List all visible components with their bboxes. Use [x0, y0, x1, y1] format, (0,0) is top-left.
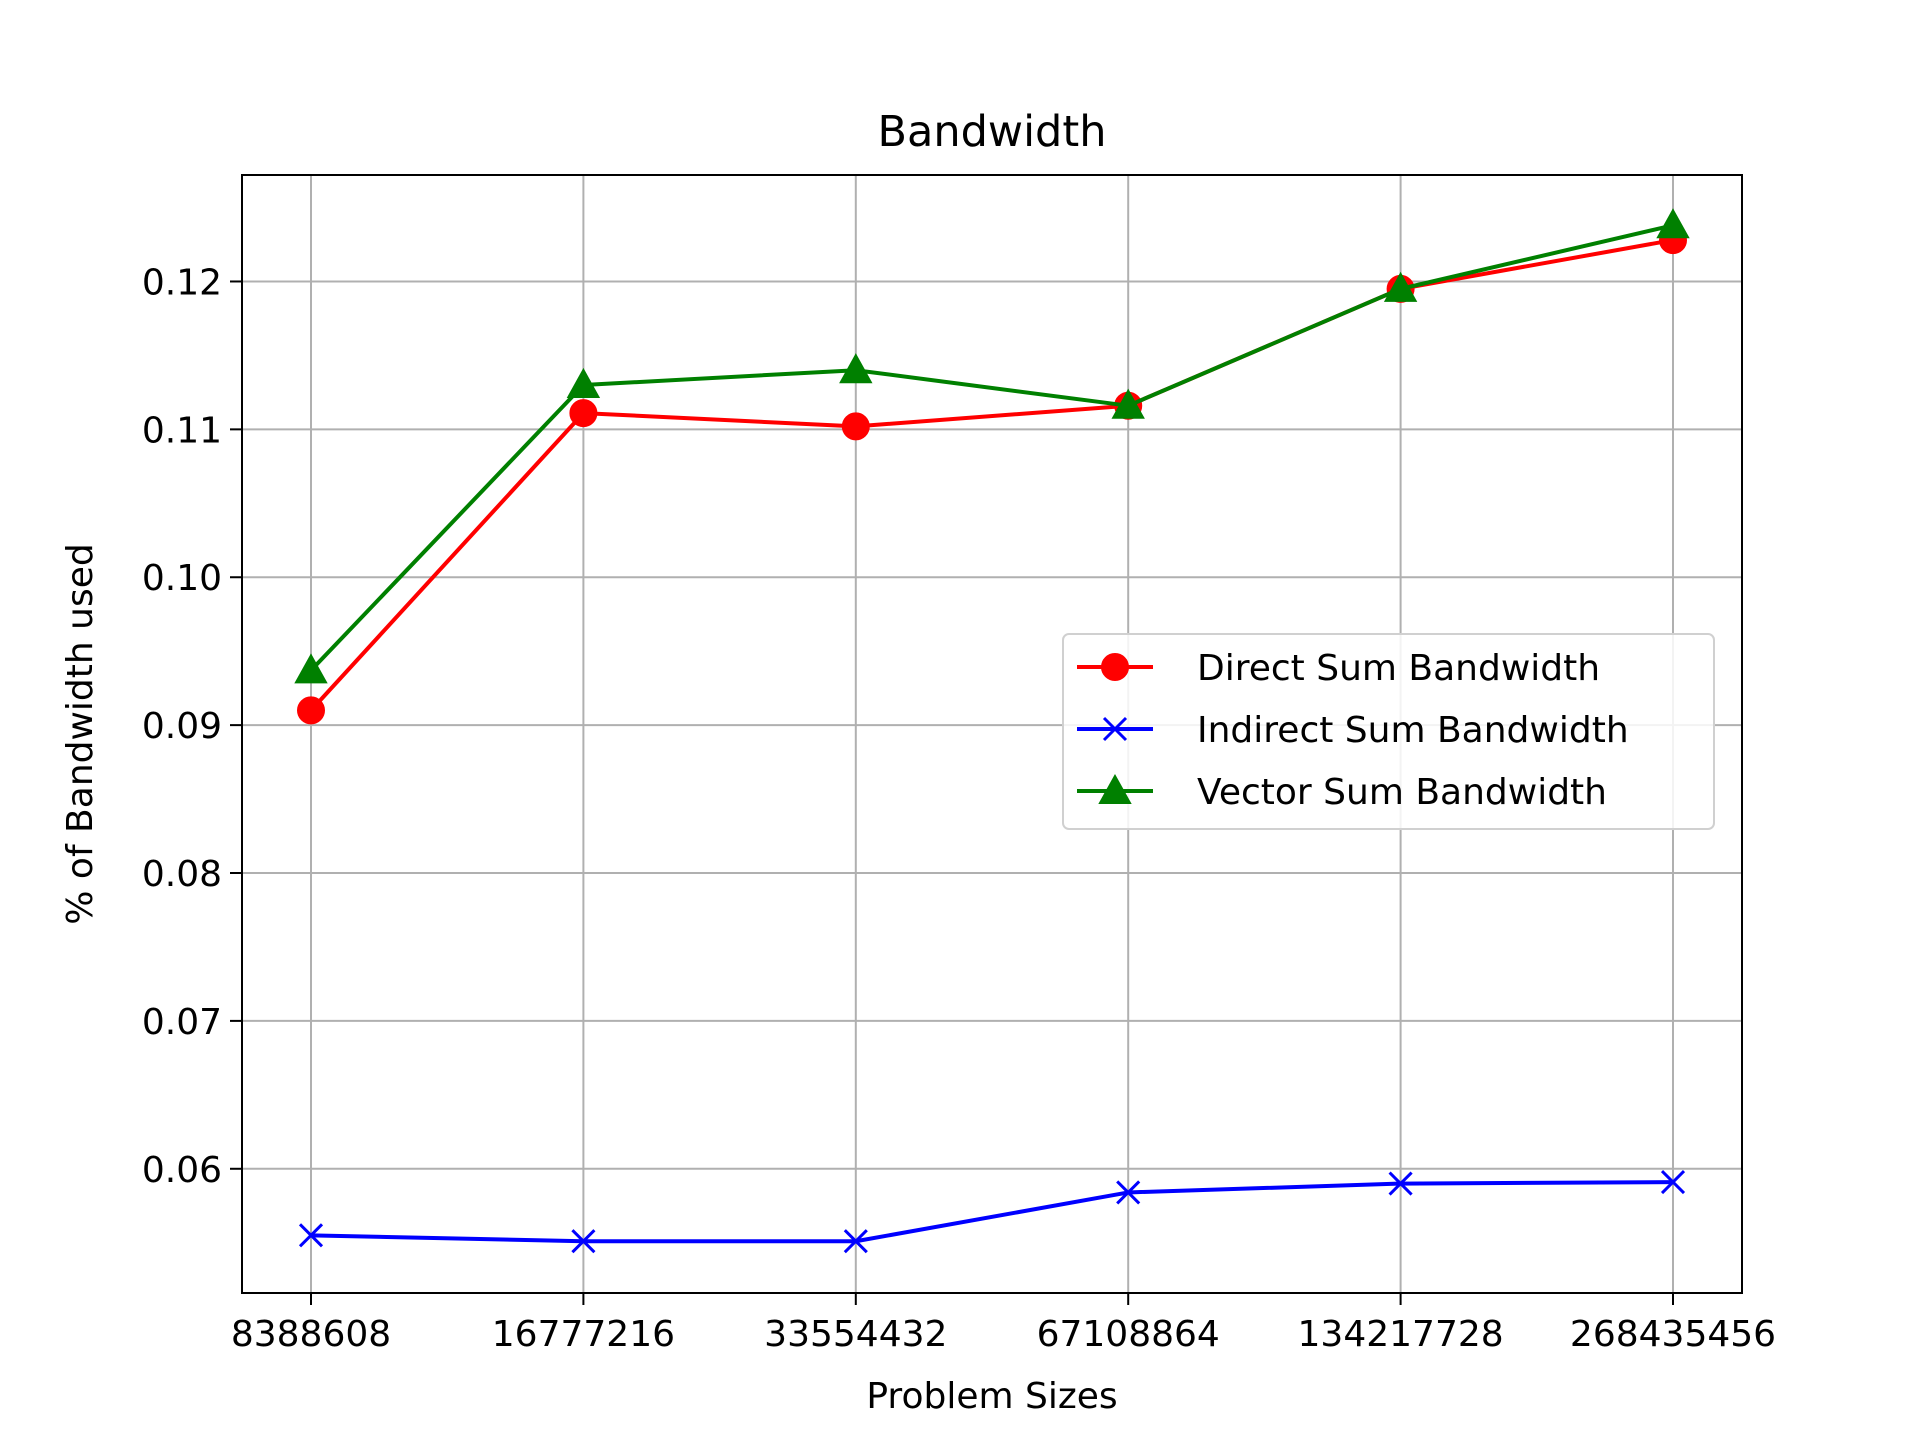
y-axis-label: % of Bandwidth used	[60, 543, 101, 924]
marker-stroke	[1102, 716, 1128, 742]
marker-stroke	[1116, 1180, 1141, 1205]
y-tick-label: 0.09	[142, 706, 222, 747]
y-tick-label: 0.10	[142, 558, 222, 599]
legend-marker	[1101, 653, 1129, 681]
y-tick-label: 0.06	[142, 1150, 222, 1191]
series-line	[309, 238, 1674, 712]
data-point	[1116, 1180, 1141, 1205]
data-point	[1383, 271, 1418, 302]
y-tick-label: 0.12	[142, 262, 222, 303]
data-point	[843, 1229, 868, 1254]
legend-label: Vector Sum Bandwidth	[1197, 772, 1607, 813]
legend-marker	[1102, 716, 1128, 742]
data-point	[841, 412, 870, 441]
legend-box	[1062, 633, 1715, 830]
legend-item: Vector Sum Bandwidth	[1077, 772, 1607, 813]
axis-ticks: 8388608 16777216 33554432 67108864 134217728…	[142, 262, 1776, 1355]
series-line	[310, 1180, 1674, 1244]
data-point	[571, 1229, 596, 1254]
x-tick-label: 268435456	[1570, 1314, 1776, 1355]
series-indirect-sum-bandwidth	[298, 1170, 1686, 1254]
marker-stroke	[843, 1229, 868, 1254]
marker-stroke	[1660, 1170, 1686, 1195]
marker-stroke	[571, 1229, 596, 1254]
data-point	[1388, 1171, 1413, 1196]
series-group	[294, 208, 1690, 1254]
legend-marker	[1098, 773, 1132, 804]
legend-label: Indirect Sum Bandwidth	[1197, 710, 1629, 751]
data-point	[298, 1223, 324, 1248]
x-tick-label: 134217728	[1298, 1314, 1504, 1355]
x-tick-label: 16777216	[492, 1314, 675, 1355]
chart-title: Bandwidth	[878, 107, 1107, 157]
y-tick-label: 0.07	[142, 1002, 222, 1043]
data-point	[297, 696, 325, 725]
y-tick-label: 0.08	[142, 854, 222, 895]
marker-stroke	[1388, 1171, 1413, 1196]
x-axis-label: Problem Sizes	[866, 1376, 1117, 1417]
x-tick-label: 67108864	[1037, 1314, 1220, 1355]
legend: Direct Sum Bandwidth Indirect Sum Bandwid…	[1062, 633, 1715, 830]
marker-stroke	[298, 1223, 324, 1248]
data-point	[1656, 208, 1690, 239]
data-point	[839, 353, 873, 384]
y-tick-label: 0.11	[142, 410, 222, 451]
data-point	[294, 653, 328, 684]
data-point	[569, 399, 598, 428]
legend-label: Direct Sum Bandwidth	[1197, 648, 1600, 689]
data-point	[1111, 388, 1145, 419]
plot-frame	[241, 174, 1743, 1294]
series-line	[309, 223, 1674, 672]
x-tick-label: 8388608	[231, 1314, 391, 1355]
data-point	[566, 367, 601, 398]
data-point	[1660, 1170, 1686, 1195]
series-vector-sum-bandwidth	[294, 208, 1690, 684]
legend-item: Direct Sum Bandwidth	[1077, 648, 1600, 689]
legend-item: Indirect Sum Bandwidth	[1077, 710, 1629, 751]
x-tick-label: 33554432	[764, 1314, 947, 1355]
